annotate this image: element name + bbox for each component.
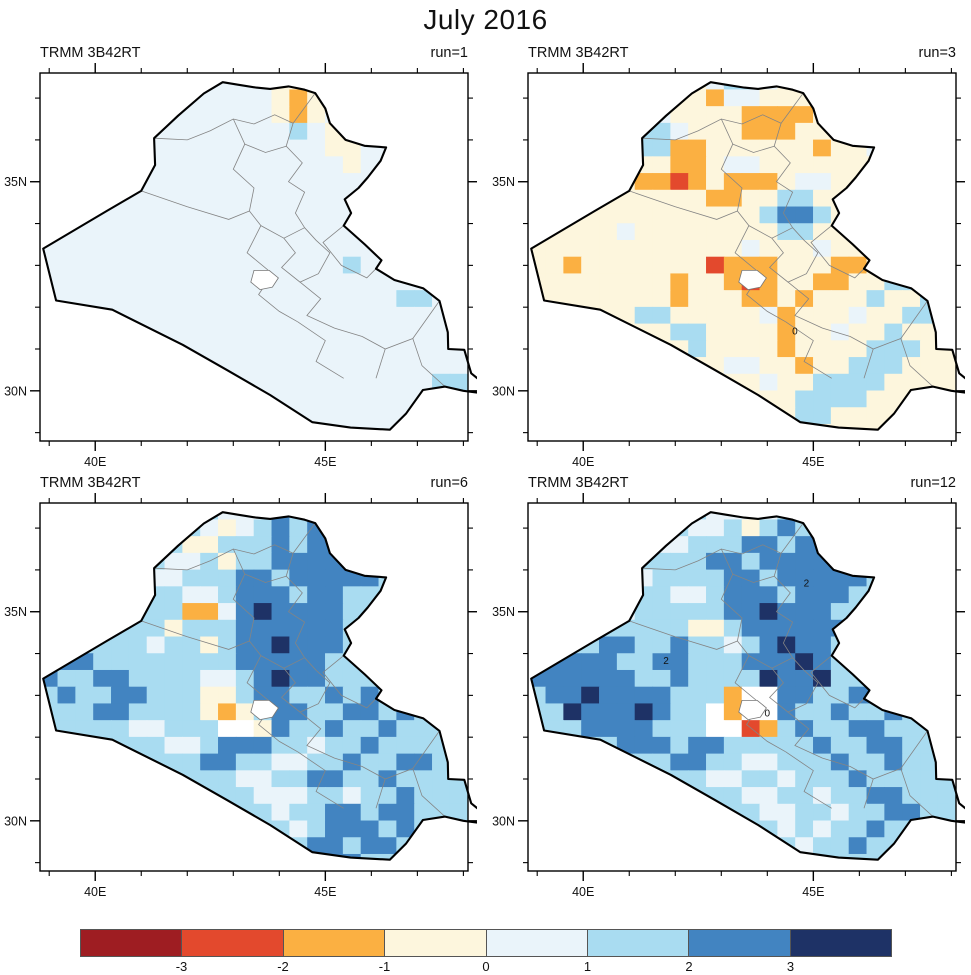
y-tick-label: 30N xyxy=(492,384,515,398)
colorbar-segment xyxy=(384,930,486,956)
contour-label: 0 xyxy=(765,708,771,719)
lake-outline xyxy=(250,700,279,721)
lake-outline xyxy=(250,270,279,291)
panel-run-label: run=3 xyxy=(919,45,957,61)
map-panel-run-3: TRMM 3B42RT run=3 0 40E 45E 30N 35N xyxy=(492,45,965,469)
map-frame xyxy=(39,502,469,872)
panel-run-label: run=12 xyxy=(910,475,956,491)
figure-title: July 2016 xyxy=(423,4,548,35)
colorbar-tick-label: 2 xyxy=(685,959,693,974)
y-tick-label: 35N xyxy=(4,605,27,619)
map-panel-run-12: TRMM 3B42RT run=12 2 2 0 40E 45E 30N 35N xyxy=(492,475,965,899)
country-outline xyxy=(42,81,477,431)
governorate-borders xyxy=(141,92,446,387)
y-tick-label: 30N xyxy=(492,814,515,828)
lake-outline xyxy=(738,270,767,291)
colorbar-segment xyxy=(586,930,689,956)
y-tick-label: 30N xyxy=(4,814,27,828)
panel-dataset-label: TRMM 3B42RT xyxy=(528,45,629,61)
x-tick-label: 45E xyxy=(802,885,824,899)
contour-label: 2 xyxy=(663,656,669,667)
panel-dataset-label: TRMM 3B42RT xyxy=(528,475,629,491)
governorate-borders xyxy=(141,522,446,817)
map-frame xyxy=(39,72,469,442)
lake-outline xyxy=(738,700,767,721)
colorbar-segment xyxy=(181,930,283,956)
axis-ticks xyxy=(30,493,477,881)
contour-label: 2 xyxy=(804,579,810,590)
y-tick-label: 35N xyxy=(4,175,27,189)
colorbar-tick-label: 1 xyxy=(583,959,592,974)
colorbar-tick-label: -2 xyxy=(277,959,289,974)
y-tick-label: 35N xyxy=(492,175,515,189)
colorbar xyxy=(80,929,892,957)
x-tick-label: 40E xyxy=(84,885,106,899)
x-tick-label: 45E xyxy=(802,455,824,469)
x-tick-label: 40E xyxy=(84,455,106,469)
colorbar-segment xyxy=(485,930,587,956)
colorbar-tick-label: -1 xyxy=(378,959,391,974)
colorbar-tick-label: 0 xyxy=(482,959,490,974)
axis-ticks xyxy=(30,63,477,451)
country-outline xyxy=(42,511,477,861)
country-outline xyxy=(530,511,965,861)
axis-ticks xyxy=(518,493,965,881)
panel-dataset-label: TRMM 3B42RT xyxy=(40,45,141,61)
panel-run-label: run=1 xyxy=(431,45,469,61)
country-outline xyxy=(530,81,965,431)
map-panel-run-1: TRMM 3B42RT run=1 40E 45E 30N 35N xyxy=(4,45,477,469)
colorbar-segment xyxy=(282,930,385,956)
y-tick-label: 35N xyxy=(492,605,515,619)
colorbar-segment xyxy=(789,930,891,956)
x-tick-label: 45E xyxy=(314,455,336,469)
x-tick-label: 45E xyxy=(314,885,336,899)
governorate-borders xyxy=(629,522,934,817)
map-panel-run-6: TRMM 3B42RT run=6 40E 45E 30N 35N xyxy=(4,475,477,899)
panel-run-label: run=6 xyxy=(431,475,469,491)
axis-ticks xyxy=(518,63,965,451)
x-tick-label: 40E xyxy=(572,885,594,899)
x-tick-label: 40E xyxy=(572,455,594,469)
y-tick-label: 30N xyxy=(4,384,27,398)
colorbar-tick-label: 3 xyxy=(786,959,795,974)
colorbar-segment xyxy=(81,930,182,956)
colorbar-tick-label: -3 xyxy=(175,959,188,974)
contour-label: 0 xyxy=(792,326,798,337)
colorbar-segment xyxy=(688,930,790,956)
map-frame xyxy=(527,72,957,442)
panel-dataset-label: TRMM 3B42RT xyxy=(40,475,141,491)
map-frame xyxy=(527,502,957,872)
